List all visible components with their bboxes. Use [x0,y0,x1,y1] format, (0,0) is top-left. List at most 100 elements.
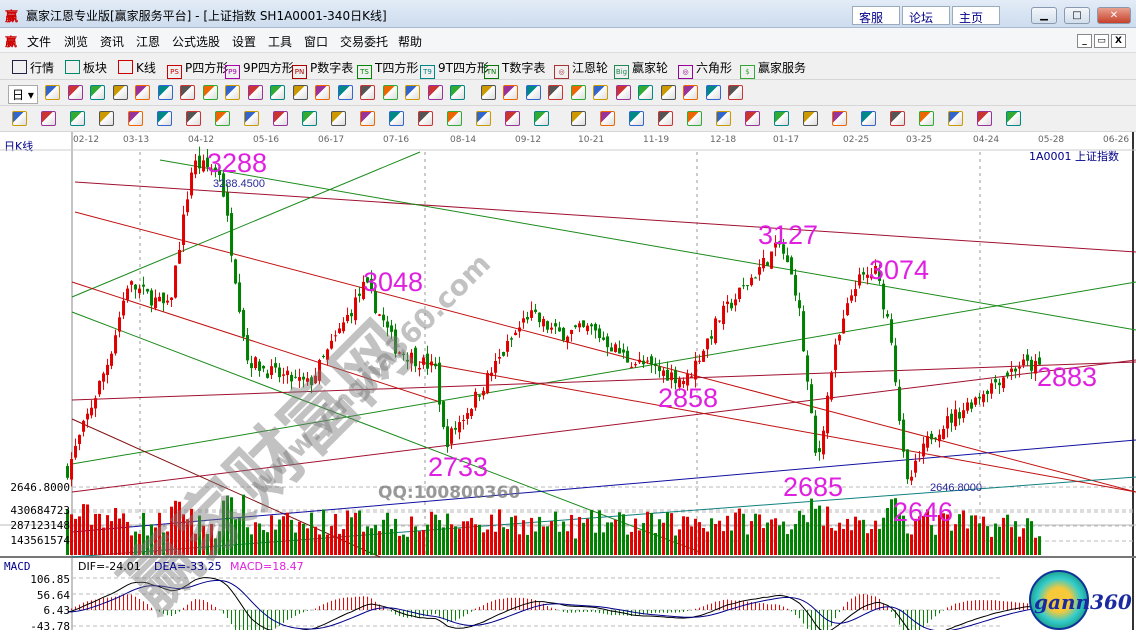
window-icon[interactable] [660,85,676,100]
gann-tool-icon[interactable] [186,111,201,126]
toolbar-button[interactable]: T9 9T四方形 [420,59,489,79]
diamond-icon[interactable] [427,85,443,100]
toolbar-button[interactable]: ◎ 六角形 [678,59,732,79]
gann-tool-icon[interactable] [12,111,27,126]
toolbar-button[interactable]: PS P四方形 [167,59,228,79]
minimize-button[interactable]: ▁ [1031,7,1057,24]
truck-icon[interactable] [728,85,743,100]
toolbar-button[interactable]: 行情 [12,59,54,76]
gann-tool-icon[interactable] [273,111,288,126]
print-icon[interactable] [705,85,721,100]
gann-tool-icon[interactable] [41,111,56,126]
crosshair-icon[interactable] [525,85,541,100]
kline-chart[interactable]: 02-12 03-13 04-12 05-16 06-17 07-16 08-14 09-12… [0,132,1136,633]
menu-item[interactable]: 浏览 [64,35,89,49]
menu-item[interactable]: 资讯 [100,35,125,49]
fan-icon[interactable] [215,111,230,126]
diamond-icon[interactable] [450,85,465,100]
next-icon[interactable] [270,85,285,100]
menu-item[interactable]: 文件 [27,35,52,49]
circle-icon[interactable] [244,111,259,126]
maximize-button[interactable]: □ [1064,7,1090,24]
toolbar-button[interactable]: TS T四方形 [357,59,418,79]
gann-tool-icon[interactable] [832,111,847,126]
menu-item[interactable]: 工具 [268,35,293,49]
close-button[interactable]: ✕ [1097,7,1131,24]
chart-icon[interactable] [67,85,83,100]
mdi-close-button[interactable]: X [1111,34,1126,48]
calculator-icon[interactable] [638,85,653,100]
forum-link[interactable]: 论坛 [902,6,950,25]
service-link[interactable]: 客服 [852,6,900,25]
first-icon[interactable] [202,85,218,100]
toolbar-button[interactable]: P9 9P四方形 [225,59,294,79]
toolbar-button[interactable]: 板块 [65,59,107,76]
compare-icon[interactable] [157,85,173,100]
gann-tool-icon[interactable] [803,111,818,126]
period-select[interactable]: 日 ▾ [8,85,38,104]
fan-icon[interactable] [571,111,586,126]
gann-tool-icon[interactable] [418,111,433,126]
gann-tool-icon[interactable] [70,111,85,126]
diamond-icon[interactable] [337,85,353,100]
gann-tool-icon[interactable] [99,111,114,126]
zoom-icon[interactable] [593,85,608,100]
gann-tool-icon[interactable] [890,111,905,126]
prev-page-icon[interactable] [225,85,240,100]
prev-icon[interactable] [247,85,263,100]
gann-tool-icon[interactable] [128,111,143,126]
toolbar-button[interactable]: K线 [118,59,156,76]
diamond-icon[interactable] [315,85,330,100]
candles-icon[interactable] [90,85,105,100]
gann-tool-icon[interactable] [476,111,491,126]
compass-icon[interactable] [331,111,346,126]
gann-tool-icon[interactable] [919,111,934,126]
gann-tool-icon[interactable] [948,111,963,126]
gann-tool-icon[interactable] [389,111,404,126]
fan-icon[interactable] [534,111,549,126]
fan-icon[interactable] [629,111,644,126]
candles-icon[interactable] [112,85,128,100]
search-icon[interactable] [45,85,60,100]
save-icon[interactable] [683,85,698,100]
menu-item[interactable]: 设置 [232,35,257,49]
line-icon[interactable] [548,85,563,100]
mdi-minimize-button[interactable]: _ [1077,34,1092,48]
target-icon[interactable] [302,111,317,126]
gann-tool-icon[interactable] [157,111,172,126]
diamond-icon[interactable] [480,85,496,100]
toolbar-button[interactable]: TN T数字表 [484,59,545,79]
menu-item[interactable]: 交易委托 [340,35,389,49]
menu-item[interactable]: 帮助 [398,35,423,49]
diamond-icon[interactable] [405,85,420,100]
diamond-icon[interactable] [382,85,398,100]
hand-icon[interactable] [503,85,518,100]
menu-item[interactable]: 窗口 [304,35,329,49]
gann-tool-icon[interactable] [447,111,462,126]
toolbar-button[interactable]: Big 赢家轮 [614,59,668,79]
toolbar-button[interactable]: $ 赢家服务 [740,59,806,79]
grid-icon[interactable] [716,111,731,126]
flag-icon[interactable] [180,85,195,100]
menu-item[interactable]: 江恩 [136,35,161,49]
home-link[interactable]: 主页 [952,6,1000,25]
fan-icon[interactable] [600,111,615,126]
gann-tool-icon[interactable] [977,111,992,126]
toolbar-button[interactable]: PN P数字表 [292,59,353,79]
diamond-icon[interactable] [360,85,375,100]
fan-icon[interactable] [687,111,702,126]
menu-item[interactable]: 公式选股 [172,35,221,49]
mdi-restore-button[interactable]: ▭ [1094,34,1109,48]
toolbar-button[interactable]: ◎ 江恩轮 [554,59,608,79]
grid-icon[interactable] [505,111,520,126]
box-icon[interactable] [135,85,150,100]
gann-tool-icon[interactable] [861,111,876,126]
gann-tool-icon[interactable] [1006,111,1021,126]
calendar-icon[interactable] [615,85,631,100]
fan-icon[interactable] [658,111,673,126]
table-icon[interactable] [745,111,760,126]
draw-icon[interactable] [570,85,586,100]
gann-tool-icon[interactable] [360,111,375,126]
ruler-icon[interactable] [774,111,789,126]
diamond-icon[interactable] [292,85,308,100]
